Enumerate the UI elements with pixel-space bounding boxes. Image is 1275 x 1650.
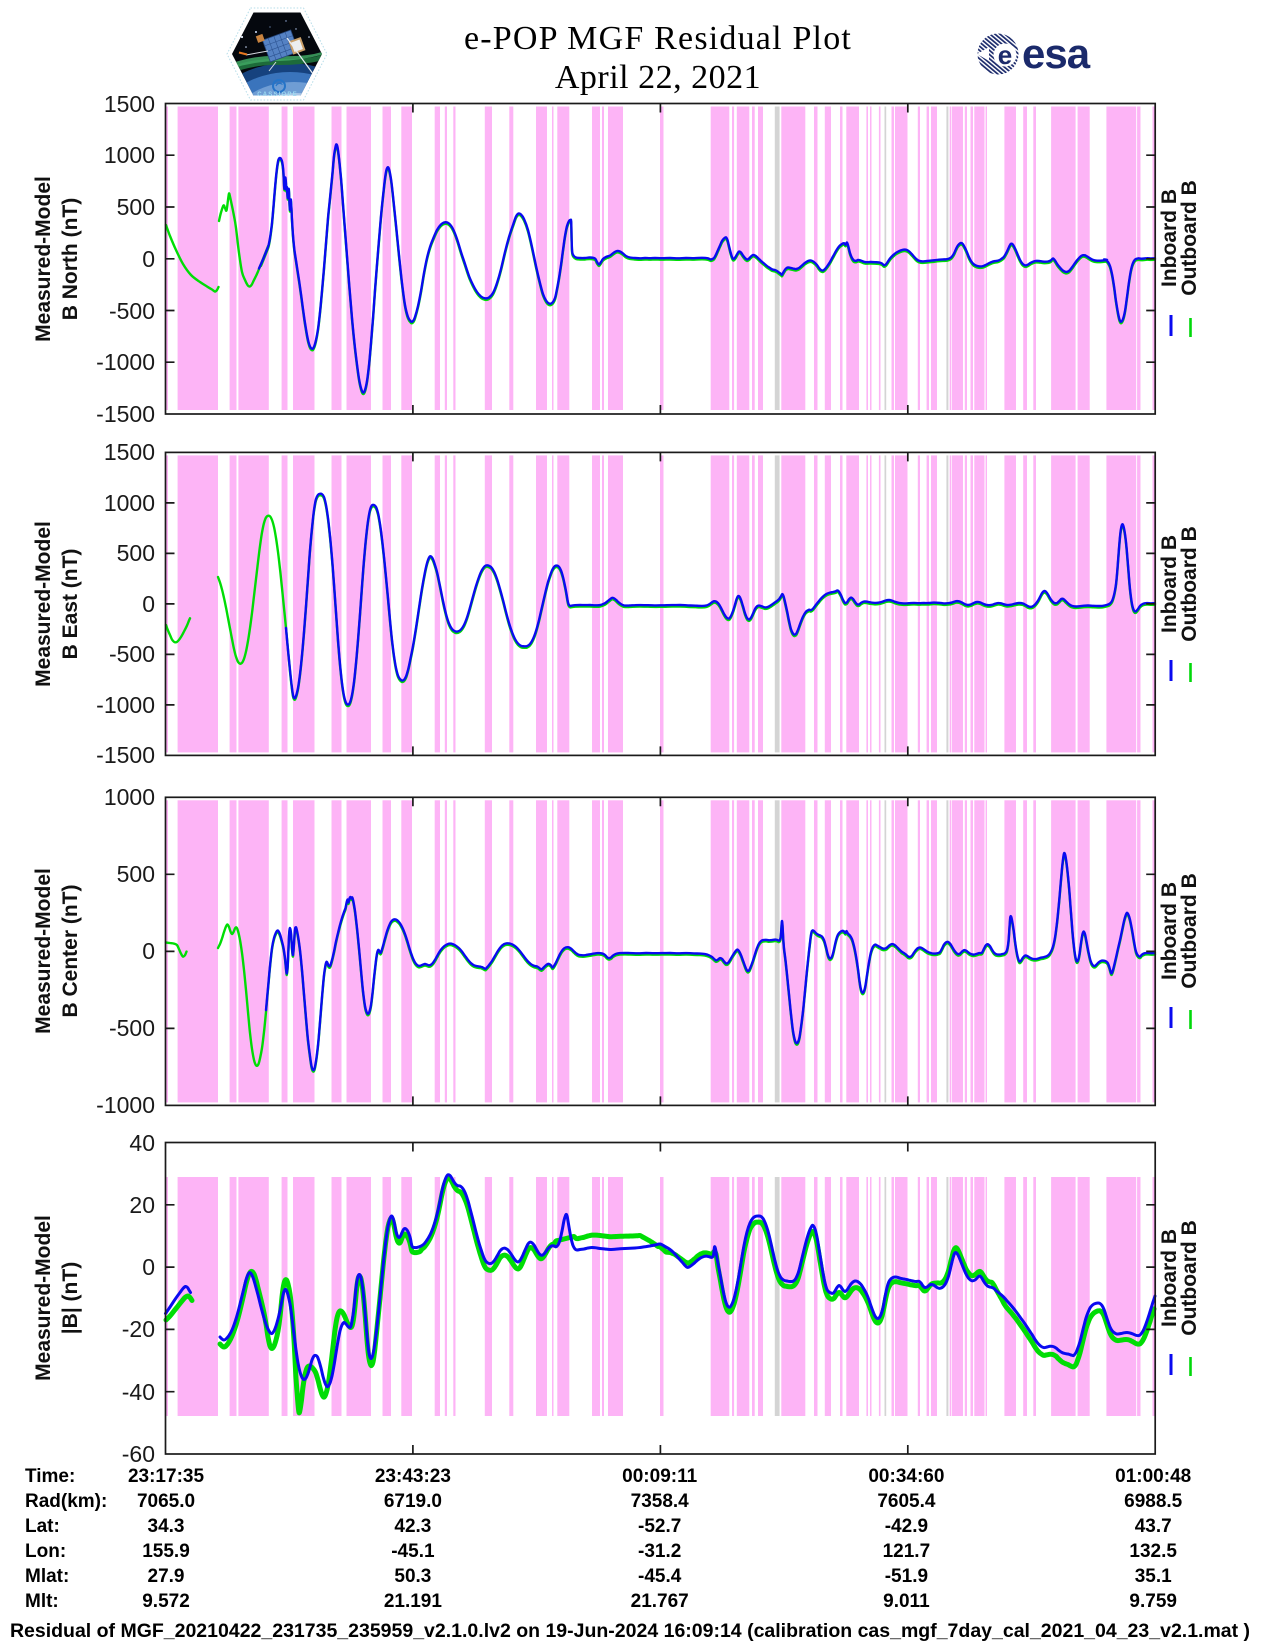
svg-text:CASSIOPE: CASSIOPE bbox=[257, 92, 298, 98]
svg-text:e: e bbox=[998, 40, 1012, 70]
svg-text:esa: esa bbox=[1022, 31, 1091, 77]
